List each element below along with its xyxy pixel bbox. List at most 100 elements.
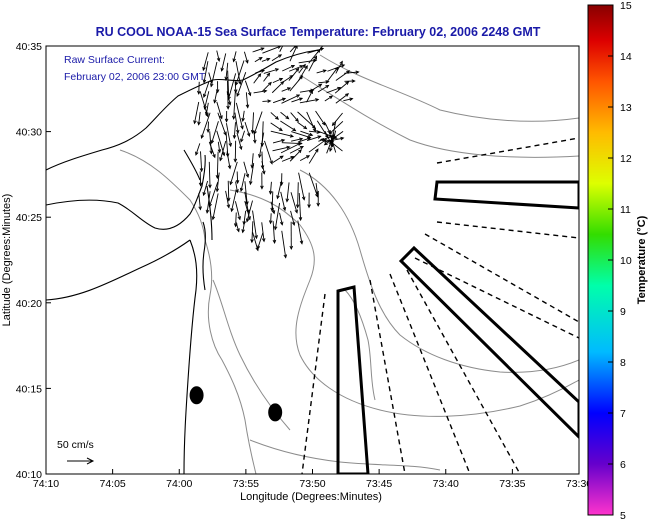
current-vector <box>261 57 271 62</box>
current-vector <box>317 46 324 53</box>
current-vector <box>308 55 318 72</box>
current-vector <box>272 145 291 152</box>
current-vector <box>241 221 246 234</box>
current-vector <box>198 171 203 187</box>
current-vector <box>280 120 297 132</box>
current-vector <box>252 210 258 240</box>
current-vector <box>300 130 314 137</box>
glider-track-boxes <box>336 180 579 474</box>
current-vector <box>255 69 266 74</box>
current-vector <box>230 190 237 213</box>
current-vector <box>289 149 302 162</box>
current-vector <box>235 181 239 194</box>
current-vector <box>203 91 210 110</box>
current-vector <box>206 121 210 134</box>
current-vector <box>273 202 281 231</box>
current-vector <box>198 193 202 211</box>
current-vector <box>289 75 304 92</box>
current-vector <box>299 155 311 162</box>
current-vector <box>202 52 209 72</box>
current-vector <box>297 137 312 143</box>
current-vector <box>272 97 287 104</box>
current-vector <box>270 130 295 138</box>
y-tick-label: 40:30 <box>16 127 42 139</box>
current-vector <box>256 232 264 250</box>
current-vector <box>205 191 211 214</box>
current-vector <box>298 58 318 64</box>
current-vector <box>279 46 284 52</box>
current-vector <box>239 173 246 193</box>
current-vector <box>335 93 350 104</box>
current-vector <box>270 201 276 215</box>
current-vector <box>280 142 302 154</box>
current-vector <box>335 70 351 81</box>
current-vector <box>298 63 306 74</box>
current-vector <box>298 172 306 201</box>
current-vector <box>288 67 300 81</box>
current-vector <box>235 61 242 85</box>
current-vector <box>250 221 254 244</box>
current-vector <box>200 112 211 139</box>
current-vector <box>268 213 273 225</box>
current-vector <box>197 81 201 95</box>
current-vector <box>224 111 229 123</box>
current-vector <box>291 97 304 103</box>
current-vector <box>264 140 273 165</box>
current-vector <box>232 122 237 140</box>
current-vector <box>241 110 245 123</box>
colorbar-label: Temperature (°C) <box>636 215 648 304</box>
current-vector <box>281 94 301 104</box>
current-vector <box>272 155 284 163</box>
current-vector <box>229 161 238 186</box>
colorbar-tick-label: 10 <box>620 255 632 267</box>
current-vector <box>280 111 290 120</box>
current-vector <box>208 141 216 159</box>
current-vector <box>252 47 265 53</box>
x-tick-label: 73:35 <box>499 478 525 490</box>
current-vector <box>244 80 252 97</box>
current-vector <box>213 90 218 104</box>
colorbar-tick-label: 6 <box>620 459 626 471</box>
current-vector <box>290 112 299 123</box>
current-vector <box>270 122 283 132</box>
current-vector <box>308 83 323 93</box>
current-vector <box>226 180 231 202</box>
current-vector <box>299 98 320 104</box>
current-vector <box>253 89 268 94</box>
current-vector <box>262 99 272 103</box>
colorbar-ticks: 15 14 13 12 11 10 9 8 7 6 5 <box>608 0 632 519</box>
coastline <box>46 49 319 474</box>
y-tick-label: 40:20 <box>16 298 42 310</box>
current-vector <box>297 111 316 129</box>
current-vector <box>261 160 266 175</box>
current-vector <box>298 193 303 222</box>
current-vector <box>233 140 238 163</box>
current-vector <box>210 121 219 145</box>
current-vector <box>243 51 249 64</box>
y-tick-label: 40:35 <box>16 41 42 53</box>
current-vector <box>291 137 304 142</box>
current-vector <box>258 132 265 159</box>
current-vector <box>244 201 251 221</box>
current-vector <box>306 89 313 103</box>
current-vector <box>306 111 316 133</box>
current-vector <box>261 81 272 92</box>
current-vector <box>307 192 311 209</box>
y-tick-label: 40:15 <box>16 383 42 395</box>
current-vector <box>202 81 210 99</box>
current-vector <box>308 148 319 164</box>
colorbar-tick-label: 5 <box>620 510 626 519</box>
current-vector <box>335 60 343 74</box>
bathymetry-contours <box>119 54 579 474</box>
x-tick-label: 73:40 <box>433 478 459 490</box>
current-vector <box>215 151 220 180</box>
current-vector <box>328 120 344 135</box>
current-vector <box>271 54 283 62</box>
current-vector <box>316 192 320 207</box>
x-tick-label: 73:55 <box>233 478 259 490</box>
current-vector <box>216 130 226 157</box>
current-vector <box>227 73 237 101</box>
current-vector <box>193 101 200 125</box>
current-vector <box>281 156 295 162</box>
current-vector <box>245 92 250 109</box>
